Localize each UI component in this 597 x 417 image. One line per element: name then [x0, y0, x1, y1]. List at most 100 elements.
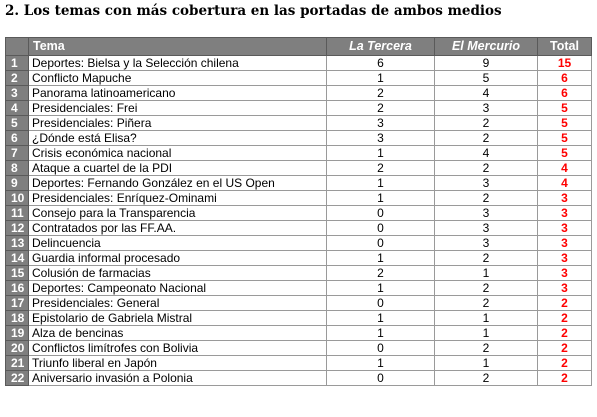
total-cell: 3	[537, 235, 592, 251]
column-header-total: Total	[537, 37, 592, 56]
table-row: 2 Conflicto Mapuche 1 5 6	[5, 70, 592, 86]
table-row: 20 Conflictos limítrofes con Bolivia 0 2 2	[5, 340, 592, 356]
table-row: 1 Deportes: Bielsa y la Selección chilena…	[5, 55, 592, 71]
total-cell: 3	[537, 265, 592, 281]
el-mercurio-cell: 2	[434, 250, 538, 266]
total-cell: 5	[537, 115, 592, 131]
table-row: 19 Alza de bencinas 1 1 2	[5, 325, 592, 341]
total-cell: 2	[537, 340, 592, 356]
el-mercurio-cell: 3	[434, 175, 538, 191]
table-row: 4 Presidenciales: Frei 2 3 5	[5, 100, 592, 116]
la-tercera-cell: 1	[326, 190, 435, 206]
el-mercurio-cell: 2	[434, 130, 538, 146]
tema-cell: Colusión de farmacias	[28, 265, 327, 281]
topics-table: Tema La Tercera El Mercurio Total 1 Depor…	[5, 37, 592, 386]
tema-cell: Presidenciales: Piñera	[28, 115, 327, 131]
tema-cell: Panorama latinoamericano	[28, 85, 327, 101]
el-mercurio-cell: 2	[434, 340, 538, 356]
tema-cell: Deportes: Bielsa y la Selección chilena	[28, 55, 327, 71]
el-mercurio-cell: 2	[434, 115, 538, 131]
total-cell: 3	[537, 220, 592, 236]
el-mercurio-cell: 2	[434, 190, 538, 206]
page-title: 2. Los temas con más cobertura en las po…	[5, 3, 502, 19]
total-cell: 5	[537, 100, 592, 116]
el-mercurio-cell: 3	[434, 100, 538, 116]
el-mercurio-cell: 2	[434, 295, 538, 311]
row-number: 6	[5, 130, 29, 146]
table-row: 13 Delincuencia 0 3 3	[5, 235, 592, 251]
row-number: 22	[5, 370, 29, 386]
la-tercera-cell: 0	[326, 295, 435, 311]
tema-cell: Conflictos limítrofes con Bolivia	[28, 340, 327, 356]
total-cell: 5	[537, 145, 592, 161]
el-mercurio-cell: 5	[434, 70, 538, 86]
el-mercurio-cell: 9	[434, 55, 538, 71]
tema-cell: Alza de bencinas	[28, 325, 327, 341]
tema-cell: Crisis económica nacional	[28, 145, 327, 161]
tema-cell: Aniversario invasión a Polonia	[28, 370, 327, 386]
la-tercera-cell: 0	[326, 220, 435, 236]
row-number: 21	[5, 355, 29, 371]
la-tercera-cell: 1	[326, 145, 435, 161]
la-tercera-cell: 0	[326, 370, 435, 386]
row-number: 18	[5, 310, 29, 326]
la-tercera-cell: 2	[326, 100, 435, 116]
column-header-el-mercurio: El Mercurio	[434, 37, 538, 56]
el-mercurio-cell: 4	[434, 145, 538, 161]
total-cell: 2	[537, 295, 592, 311]
row-number: 19	[5, 325, 29, 341]
table-row: 17 Presidenciales: General 0 2 2	[5, 295, 592, 311]
row-number: 3	[5, 85, 29, 101]
total-cell: 3	[537, 190, 592, 206]
total-cell: 6	[537, 85, 592, 101]
row-number: 9	[5, 175, 29, 191]
total-cell: 3	[537, 280, 592, 296]
total-cell: 5	[537, 130, 592, 146]
el-mercurio-cell: 3	[434, 220, 538, 236]
tema-cell: Presidenciales: Frei	[28, 100, 327, 116]
tema-cell: Guardia informal procesado	[28, 250, 327, 266]
la-tercera-cell: 1	[326, 325, 435, 341]
row-number: 8	[5, 160, 29, 176]
el-mercurio-cell: 3	[434, 205, 538, 221]
la-tercera-cell: 1	[326, 250, 435, 266]
el-mercurio-cell: 1	[434, 355, 538, 371]
table-row: 16 Deportes: Campeonato Nacional 1 2 3	[5, 280, 592, 296]
la-tercera-cell: 1	[326, 70, 435, 86]
table-row: 18 Epistolario de Gabriela Mistral 1 1 2	[5, 310, 592, 326]
el-mercurio-cell: 1	[434, 310, 538, 326]
tema-cell: Presidenciales: General	[28, 295, 327, 311]
table-row: 6 ¿Dónde está Elisa? 3 2 5	[5, 130, 592, 146]
table-row: 9 Deportes: Fernando González en el US Op…	[5, 175, 592, 191]
row-number: 20	[5, 340, 29, 356]
total-cell: 2	[537, 370, 592, 386]
table-row: 21 Triunfo liberal en Japón 1 1 2	[5, 355, 592, 371]
la-tercera-cell: 3	[326, 130, 435, 146]
el-mercurio-cell: 3	[434, 235, 538, 251]
header-row: Tema La Tercera El Mercurio Total	[5, 37, 592, 56]
table-row: 11 Consejo para la Transparencia 0 3 3	[5, 205, 592, 221]
la-tercera-cell: 0	[326, 340, 435, 356]
el-mercurio-cell: 2	[434, 370, 538, 386]
column-header-la-tercera: La Tercera	[326, 37, 435, 56]
table-body: 1 Deportes: Bielsa y la Selección chilena…	[5, 55, 592, 386]
row-number: 10	[5, 190, 29, 206]
tema-cell: Contratados por las FF.AA.	[28, 220, 327, 236]
row-number: 7	[5, 145, 29, 161]
el-mercurio-cell: 2	[434, 160, 538, 176]
table-row: 22 Aniversario invasión a Polonia 0 2 2	[5, 370, 592, 386]
column-header-tema: Tema	[28, 37, 327, 56]
total-cell: 15	[537, 55, 592, 71]
el-mercurio-cell: 1	[434, 325, 538, 341]
la-tercera-cell: 1	[326, 280, 435, 296]
table-row: 14 Guardia informal procesado 1 2 3	[5, 250, 592, 266]
table-row: 15 Colusión de farmacias 2 1 3	[5, 265, 592, 281]
table-header: Tema La Tercera El Mercurio Total	[5, 37, 592, 56]
row-number: 11	[5, 205, 29, 221]
la-tercera-cell: 1	[326, 175, 435, 191]
row-number: 15	[5, 265, 29, 281]
row-number: 5	[5, 115, 29, 131]
tema-cell: Delincuencia	[28, 235, 327, 251]
tema-cell: Deportes: Campeonato Nacional	[28, 280, 327, 296]
total-cell: 2	[537, 355, 592, 371]
